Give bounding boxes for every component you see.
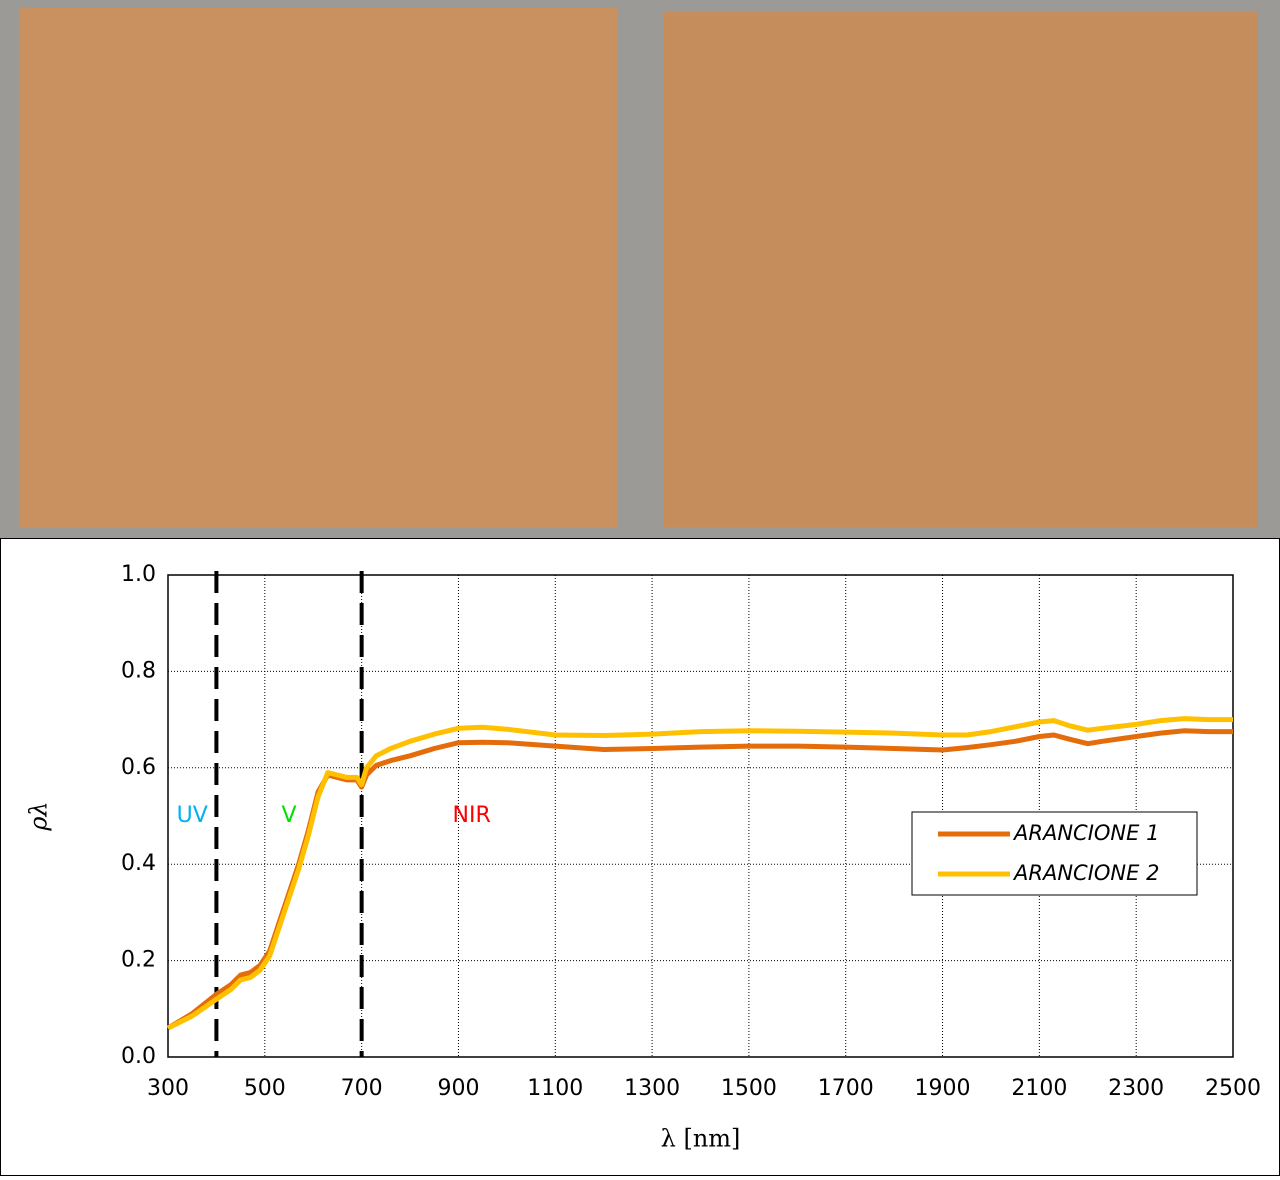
region-label: V (281, 803, 296, 828)
x-tick-label: 1500 (721, 1076, 777, 1101)
region-label: NIR (453, 803, 491, 828)
x-tick-label: 500 (244, 1076, 286, 1101)
series-line (166, 716, 1233, 1031)
plot-border (167, 574, 1234, 1058)
x-tick-label: 700 (341, 1076, 383, 1101)
x-tick-label: 1700 (818, 1076, 874, 1101)
x-axis-label: λ [nm] (661, 1125, 741, 1153)
x-tick-label: 2300 (1108, 1076, 1164, 1101)
y-tick-label: 0.8 (121, 658, 156, 683)
x-tick-label: 1300 (624, 1076, 680, 1101)
chart: 0.0 0.2 0.4 0.6 0.8 1.0 300 500 700 900 1100 1300 15… (25, 562, 1262, 1153)
legend-label: ARANCIONE 2 (1012, 861, 1159, 885)
region-label: UV (177, 803, 208, 828)
x-tick-label: 2100 (1011, 1076, 1067, 1101)
x-tick-label: 1100 (527, 1076, 583, 1101)
sample-tile (20, 8, 618, 528)
y-tick-label: 0.6 (121, 755, 156, 780)
legend-box (911, 811, 1198, 896)
y-tick-label: 1.0 (121, 562, 156, 587)
y-tick-label: 0.4 (121, 851, 156, 876)
x-tick-label: 300 (147, 1076, 189, 1101)
x-tick-label: 2500 (1205, 1076, 1261, 1101)
y-tick-label: 0.0 (121, 1044, 156, 1069)
y-tick-label: 0.2 (121, 948, 156, 973)
legend-label: ARANCIONE 1 (1012, 821, 1159, 845)
x-tick-label: 1900 (915, 1076, 971, 1101)
y-axis-label: ρλ (25, 801, 53, 831)
sample-tile (664, 12, 1258, 527)
x-tick-label: 900 (437, 1076, 479, 1101)
